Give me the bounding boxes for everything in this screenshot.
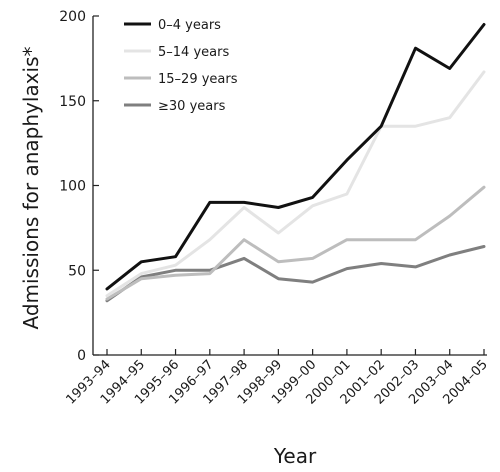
y-tick-label: 100 bbox=[59, 179, 86, 195]
x-axis-title: Year bbox=[273, 444, 317, 468]
legend-label: 5–14 years bbox=[158, 45, 229, 60]
series-line bbox=[105, 70, 486, 298]
series-line bbox=[105, 23, 486, 291]
legend-label: 15–29 years bbox=[158, 72, 238, 87]
series-line bbox=[105, 245, 486, 303]
legend-label: 0–4 years bbox=[158, 18, 221, 33]
legend: 0–4 years 5–14 years 15–29 years ≥30 years bbox=[124, 18, 238, 114]
series-line bbox=[105, 185, 486, 301]
legend-entry: ≥30 years bbox=[124, 99, 226, 114]
legend-entry: 5–14 years bbox=[124, 45, 229, 60]
legend-entry: 0–4 years bbox=[124, 18, 221, 33]
y-tick-label: 50 bbox=[68, 263, 86, 279]
legend-entry: 15–29 years bbox=[124, 72, 238, 87]
legend-label: ≥30 years bbox=[158, 99, 226, 114]
y-tick-label: 150 bbox=[59, 94, 86, 110]
y-tick-label: 0 bbox=[77, 348, 86, 364]
series-lines bbox=[105, 23, 486, 303]
y-axis-title: Admissions for anaphylaxis* bbox=[19, 46, 43, 329]
y-tick-label: 200 bbox=[59, 9, 86, 25]
